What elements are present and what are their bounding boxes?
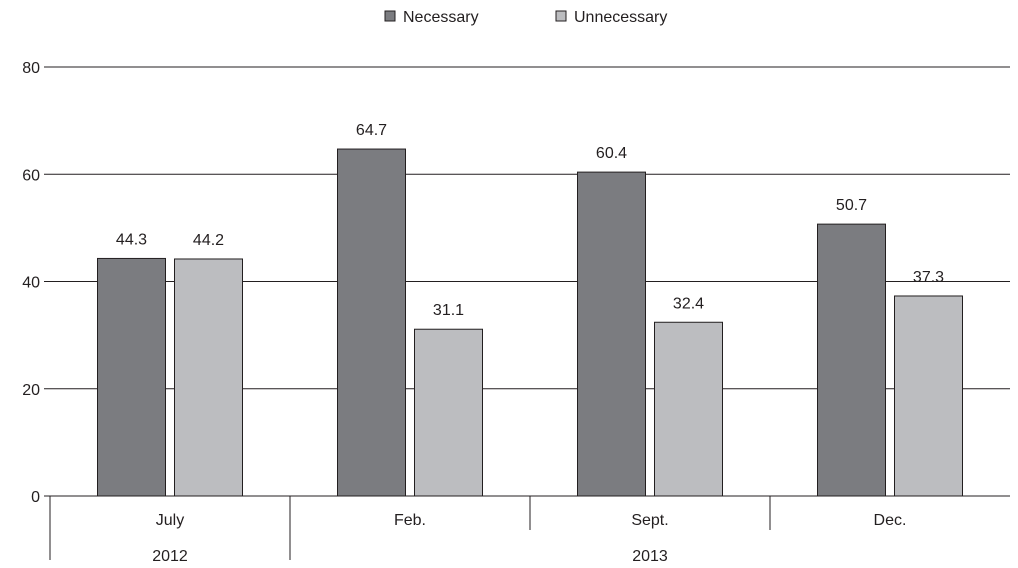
value-label: 32.4 xyxy=(673,295,704,312)
bar-necessary-sept xyxy=(577,171,646,497)
x-group-label: 2013 xyxy=(632,548,668,565)
value-label: 50.7 xyxy=(836,197,867,214)
x-group-label: 2012 xyxy=(152,548,188,565)
bar-unnecessary-july xyxy=(174,258,243,497)
legend-label-unnecessary: Unnecessary xyxy=(574,9,667,26)
x-tick-label: Dec. xyxy=(874,512,907,529)
value-label: 44.2 xyxy=(193,232,224,249)
y-tick-label: 0 xyxy=(31,489,40,506)
bar-necessary-july xyxy=(97,257,166,497)
bars xyxy=(97,148,963,497)
value-label: 31.1 xyxy=(433,302,464,319)
legend: Necessary Unnecessary xyxy=(384,9,667,26)
bar-unnecessary-feb xyxy=(414,328,483,497)
y-tick-label: 80 xyxy=(22,60,40,77)
x-tick-label: July xyxy=(156,512,184,529)
value-label: 64.7 xyxy=(356,122,387,139)
x-tick-label: Feb. xyxy=(394,512,426,529)
bar-unnecessary-sept xyxy=(654,321,723,497)
bar-unnecessary-dec xyxy=(894,295,963,497)
y-axis-ticks: 0 20 40 60 80 xyxy=(22,60,50,506)
legend-swatch-unnecessary xyxy=(555,10,567,22)
value-label: 37.3 xyxy=(913,269,944,286)
y-tick-label: 60 xyxy=(22,167,40,184)
bar-necessary-dec xyxy=(817,223,886,497)
y-tick-label: 20 xyxy=(22,382,40,399)
y-tick-label: 40 xyxy=(22,275,40,292)
value-label: 44.3 xyxy=(116,231,147,248)
bar-necessary-feb xyxy=(337,148,406,497)
x-tick-label: Sept. xyxy=(631,512,668,529)
legend-label-necessary: Necessary xyxy=(403,9,479,26)
value-label: 60.4 xyxy=(596,145,627,162)
x-axis: July Feb. Sept. Dec. 2012 2013 xyxy=(49,495,1010,565)
value-labels: 44.3 44.2 64.7 31.1 60.4 32.4 50.7 37.3 xyxy=(116,122,944,319)
legend-swatch-necessary xyxy=(384,10,396,22)
